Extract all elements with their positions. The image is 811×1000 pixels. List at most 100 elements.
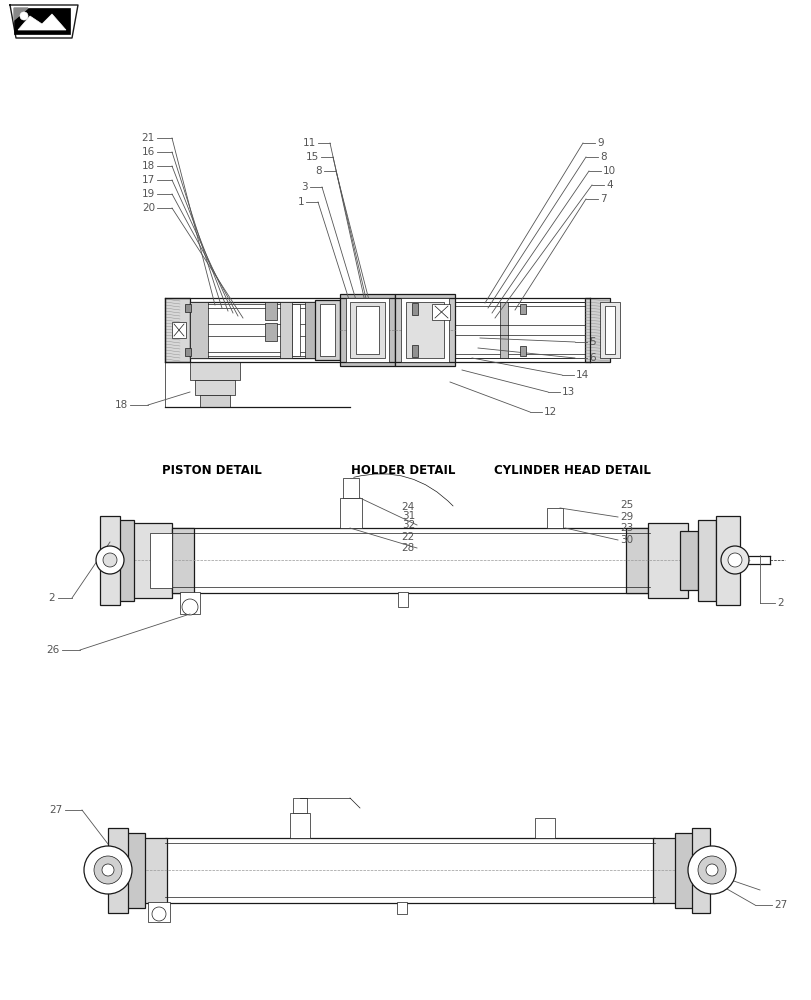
- Text: 8: 8: [315, 166, 322, 176]
- Circle shape: [96, 546, 124, 574]
- Bar: [148, 902, 169, 922]
- Text: 30: 30: [620, 535, 633, 545]
- Bar: [125, 833, 145, 908]
- Bar: [647, 523, 687, 598]
- Bar: [697, 520, 715, 601]
- Text: 22: 22: [401, 532, 414, 542]
- Circle shape: [720, 546, 748, 574]
- Bar: [652, 838, 677, 903]
- Bar: [519, 304, 526, 314]
- Bar: [169, 528, 649, 593]
- Text: HOLDER DETAIL: HOLDER DETAIL: [350, 464, 455, 477]
- Text: 18: 18: [142, 161, 155, 171]
- Bar: [100, 516, 120, 605]
- Text: 6: 6: [588, 353, 595, 363]
- Text: 19: 19: [142, 189, 155, 199]
- Bar: [290, 813, 310, 838]
- Bar: [142, 838, 167, 903]
- Text: 16: 16: [142, 147, 155, 157]
- Bar: [625, 528, 647, 593]
- Text: 26: 26: [47, 645, 60, 655]
- Text: 28: 28: [401, 543, 414, 553]
- Text: 27: 27: [773, 900, 787, 910]
- Text: 29: 29: [620, 512, 633, 522]
- Bar: [165, 298, 190, 362]
- Polygon shape: [14, 8, 28, 20]
- Circle shape: [705, 864, 717, 876]
- Text: 17: 17: [142, 175, 155, 185]
- Text: 9: 9: [596, 138, 603, 148]
- Circle shape: [103, 553, 117, 567]
- Text: 1: 1: [297, 197, 303, 207]
- Text: 23: 23: [620, 523, 633, 533]
- Bar: [342, 478, 358, 498]
- Bar: [411, 345, 418, 357]
- Bar: [190, 302, 208, 358]
- Text: 32: 32: [401, 520, 414, 530]
- Bar: [195, 380, 234, 395]
- Text: 7: 7: [599, 194, 606, 204]
- Bar: [315, 300, 340, 360]
- Bar: [431, 304, 449, 320]
- Text: 27: 27: [49, 805, 63, 815]
- Text: 12: 12: [543, 407, 556, 417]
- Text: 2: 2: [776, 598, 783, 608]
- Text: 20: 20: [142, 203, 155, 213]
- Bar: [172, 528, 194, 593]
- Bar: [14, 8, 70, 34]
- Text: 10: 10: [603, 166, 616, 176]
- Text: 8: 8: [599, 152, 606, 162]
- Bar: [674, 833, 692, 908]
- Bar: [190, 362, 240, 380]
- Text: 25: 25: [620, 500, 633, 510]
- Bar: [599, 302, 620, 358]
- Bar: [305, 302, 315, 358]
- Bar: [500, 302, 508, 358]
- Bar: [180, 592, 200, 614]
- Bar: [454, 302, 584, 358]
- Text: 5: 5: [588, 337, 595, 347]
- Bar: [172, 322, 186, 338]
- Circle shape: [84, 846, 132, 894]
- Text: 2: 2: [49, 593, 55, 603]
- Bar: [108, 828, 128, 913]
- Circle shape: [152, 907, 165, 921]
- Bar: [350, 302, 384, 358]
- Text: 31: 31: [401, 511, 414, 521]
- Bar: [355, 306, 379, 354]
- Circle shape: [697, 856, 725, 884]
- Text: 21: 21: [142, 133, 155, 143]
- Text: 11: 11: [303, 138, 315, 148]
- Text: 3: 3: [301, 182, 307, 192]
- Bar: [397, 592, 407, 607]
- Bar: [150, 533, 172, 588]
- Bar: [185, 348, 191, 356]
- Bar: [397, 902, 406, 914]
- Bar: [519, 346, 526, 356]
- Text: CYLINDER HEAD DETAIL: CYLINDER HEAD DETAIL: [493, 464, 650, 477]
- PathPatch shape: [18, 14, 66, 30]
- Circle shape: [20, 12, 28, 20]
- Bar: [715, 516, 739, 605]
- Text: PISTON DETAIL: PISTON DETAIL: [162, 464, 262, 477]
- Bar: [264, 323, 277, 341]
- Text: 15: 15: [306, 152, 319, 162]
- Bar: [340, 294, 394, 366]
- Bar: [345, 298, 388, 362]
- Bar: [185, 304, 191, 312]
- Bar: [165, 838, 654, 903]
- Bar: [320, 304, 335, 356]
- Bar: [679, 531, 697, 590]
- Bar: [190, 302, 337, 358]
- Text: 18: 18: [114, 400, 128, 410]
- Bar: [132, 523, 172, 598]
- Bar: [691, 828, 709, 913]
- Bar: [394, 294, 454, 366]
- Bar: [411, 303, 418, 315]
- Bar: [200, 395, 230, 407]
- Bar: [406, 302, 444, 358]
- Circle shape: [94, 856, 122, 884]
- Circle shape: [102, 864, 114, 876]
- Text: 13: 13: [561, 387, 574, 397]
- Text: 24: 24: [401, 502, 414, 512]
